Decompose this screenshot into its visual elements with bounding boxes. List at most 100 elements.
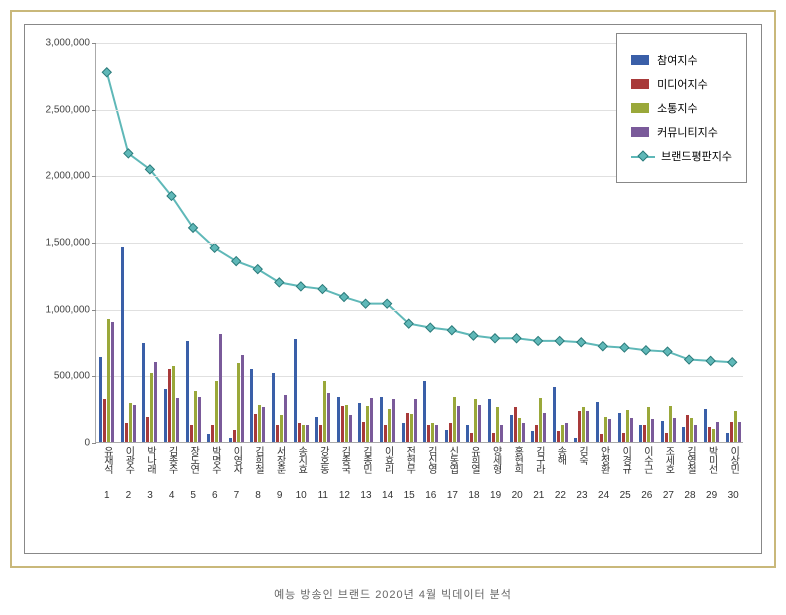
bar-participation xyxy=(358,403,361,442)
bar-media xyxy=(535,425,538,442)
bar-participation xyxy=(121,247,124,442)
x-axis-name: 김희철 xyxy=(250,446,265,473)
bar-communication xyxy=(582,407,585,442)
bar-media xyxy=(211,425,214,442)
legend-item: 커뮤니티지수 xyxy=(631,124,732,140)
bar-participation xyxy=(531,431,534,442)
x-axis-rank: 8 xyxy=(255,490,261,501)
x-axis-name: 송지효 xyxy=(294,446,309,473)
category-slot: 강호동11 xyxy=(312,43,334,442)
category-slot: 송지효10 xyxy=(290,43,312,442)
x-axis-rank: 25 xyxy=(620,490,631,501)
x-axis-name: 유희열 xyxy=(466,446,481,473)
x-axis-name: 장도연 xyxy=(186,446,201,473)
y-axis-label: 500,000 xyxy=(54,371,90,382)
x-axis-rank: 29 xyxy=(706,490,717,501)
bar-participation xyxy=(402,423,405,442)
x-axis-name: 김종국 xyxy=(337,446,352,473)
y-axis-label: 1,500,000 xyxy=(46,238,91,249)
legend-label: 참여지수 xyxy=(657,52,697,68)
category-slot: 김종민13 xyxy=(355,43,377,442)
bar-media xyxy=(557,431,560,442)
bar-community xyxy=(630,418,633,442)
bar-community xyxy=(651,419,654,442)
x-axis-rank: 10 xyxy=(296,490,307,501)
x-axis-rank: 30 xyxy=(728,490,739,501)
bar-media xyxy=(190,425,193,442)
bar-participation xyxy=(726,433,729,442)
category-slot: 홍현희20 xyxy=(506,43,528,442)
bar-communication xyxy=(107,319,110,442)
bar-participation xyxy=(315,417,318,442)
bar-communication xyxy=(237,363,240,442)
x-axis-name: 이경규 xyxy=(618,446,633,473)
bar-community xyxy=(219,334,222,442)
bar-community xyxy=(500,425,503,442)
category-slot: 이광수2 xyxy=(118,43,140,442)
category-slot: 서장훈9 xyxy=(269,43,291,442)
bar-community xyxy=(198,397,201,442)
bar-community xyxy=(738,422,741,442)
legend-label: 미디어지수 xyxy=(657,76,708,92)
category-slot: 김희철8 xyxy=(247,43,269,442)
x-axis-rank: 27 xyxy=(663,490,674,501)
bar-media xyxy=(665,433,668,442)
legend-label: 소통지수 xyxy=(657,100,697,116)
bar-participation xyxy=(445,430,448,442)
x-axis-name: 김신영 xyxy=(423,446,438,473)
bar-communication xyxy=(345,405,348,442)
legend-label: 커뮤니티지수 xyxy=(657,124,718,140)
y-axis-label: 2,500,000 xyxy=(46,104,91,115)
x-axis-name: 이상민 xyxy=(726,446,741,473)
category-slot: 김구라21 xyxy=(528,43,550,442)
category-slot: 안정환24 xyxy=(593,43,615,442)
bar-media xyxy=(103,399,106,442)
bar-participation xyxy=(380,397,383,442)
bar-communication xyxy=(302,425,305,442)
x-axis-name: 김종주 xyxy=(164,446,179,473)
bar-community xyxy=(608,419,611,442)
x-axis-name: 신동엽 xyxy=(445,446,460,473)
x-axis-rank: 9 xyxy=(277,490,283,501)
bar-community xyxy=(392,399,395,442)
y-axis-label: 2,000,000 xyxy=(46,171,91,182)
bar-participation xyxy=(142,343,145,442)
bar-media xyxy=(125,423,128,442)
bar-community xyxy=(414,399,417,442)
x-axis-name: 송해 xyxy=(553,446,568,464)
bar-media xyxy=(362,422,365,442)
bar-media xyxy=(449,423,452,442)
bar-communication xyxy=(496,407,499,442)
bar-media xyxy=(168,369,171,442)
bar-participation xyxy=(510,415,513,442)
category-slot: 유재석1 xyxy=(96,43,118,442)
bar-participation xyxy=(250,369,253,442)
bar-media xyxy=(233,430,236,442)
bar-communication xyxy=(690,418,693,442)
x-axis-rank: 13 xyxy=(360,490,371,501)
bar-communication xyxy=(410,414,413,442)
x-axis-name: 강호동 xyxy=(315,446,330,473)
bar-media xyxy=(708,427,711,442)
x-axis-rank: 11 xyxy=(318,490,328,501)
category-slot: 박명수6 xyxy=(204,43,226,442)
bar-communication xyxy=(518,418,521,442)
x-axis-rank: 23 xyxy=(576,490,587,501)
bar-communication xyxy=(258,405,261,442)
bar-community xyxy=(284,395,287,442)
x-axis-name: 서장훈 xyxy=(272,446,287,473)
category-slot: 김신영16 xyxy=(420,43,442,442)
bar-communication xyxy=(669,406,672,442)
y-axis-label: 0 xyxy=(84,438,90,449)
category-slot: 장도연5 xyxy=(182,43,204,442)
chart-container: 참여지수미디어지수소통지수커뮤니티지수브랜드평판지수 0500,0001,000… xyxy=(24,24,762,554)
x-axis-name: 전현무 xyxy=(402,446,417,473)
bar-community xyxy=(435,425,438,442)
category-slot: 유희열18 xyxy=(463,43,485,442)
bar-communication xyxy=(150,373,153,442)
bar-participation xyxy=(661,421,664,442)
bar-communication xyxy=(172,366,175,442)
x-axis-rank: 20 xyxy=(512,490,523,501)
bar-media xyxy=(276,425,279,442)
bar-media xyxy=(319,425,322,442)
